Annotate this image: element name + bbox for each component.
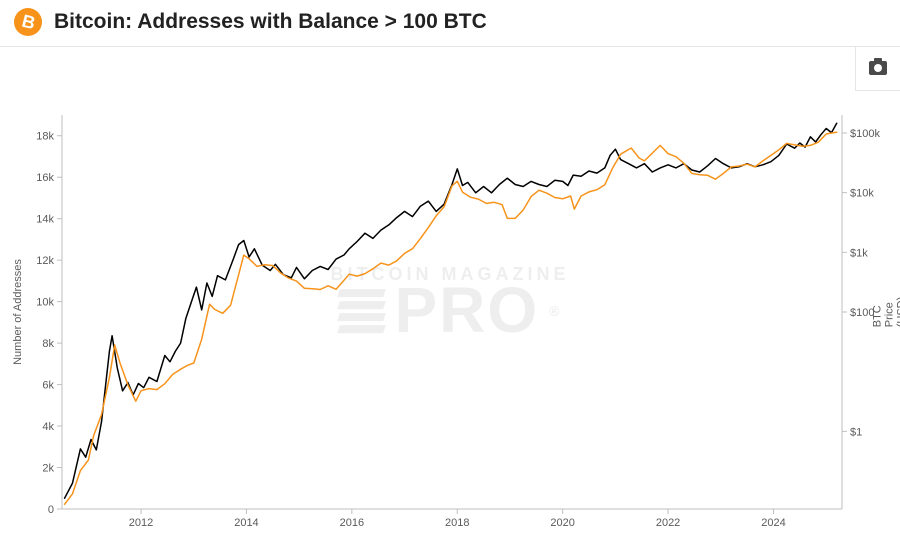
- svg-text:12k: 12k: [36, 255, 54, 267]
- svg-text:2024: 2024: [761, 517, 785, 529]
- svg-text:4k: 4k: [42, 421, 54, 433]
- svg-text:18k: 18k: [36, 131, 54, 143]
- y-axis-left-label: Number of Addresses: [12, 259, 24, 365]
- svg-text:2022: 2022: [656, 517, 680, 529]
- chart-svg: 02k4k6k8k10k12k14k16k18k$1$100$1k$10k$10…: [0, 47, 900, 559]
- svg-text:10k: 10k: [36, 297, 54, 309]
- svg-text:2020: 2020: [550, 517, 574, 529]
- svg-text:8k: 8k: [42, 338, 54, 350]
- svg-text:0: 0: [48, 504, 54, 516]
- svg-text:2014: 2014: [234, 517, 258, 529]
- y-axis-right-label: BTC Price (USD): [871, 297, 900, 328]
- svg-text:6k: 6k: [42, 380, 54, 392]
- svg-text:$1: $1: [850, 426, 862, 438]
- series-addresses: [65, 123, 837, 498]
- svg-text:2018: 2018: [445, 517, 469, 529]
- svg-text:14k: 14k: [36, 214, 54, 226]
- svg-text:$10k: $10k: [850, 188, 874, 200]
- svg-text:$1k: $1k: [850, 247, 868, 259]
- chart-area: 02k4k6k8k10k12k14k16k18k$1$100$1k$10k$10…: [0, 47, 900, 559]
- series-price: [65, 132, 837, 504]
- chart-header: B Bitcoin: Addresses with Balance > 100 …: [0, 0, 900, 47]
- svg-text:$100k: $100k: [850, 128, 880, 140]
- bitcoin-logo-glyph: B: [19, 10, 37, 34]
- chart-title: Bitcoin: Addresses with Balance > 100 BT…: [54, 10, 487, 34]
- bitcoin-logo-icon: B: [14, 8, 42, 36]
- svg-text:16k: 16k: [36, 172, 54, 184]
- svg-text:2016: 2016: [340, 517, 364, 529]
- svg-text:2012: 2012: [129, 517, 153, 529]
- svg-text:2k: 2k: [42, 463, 54, 475]
